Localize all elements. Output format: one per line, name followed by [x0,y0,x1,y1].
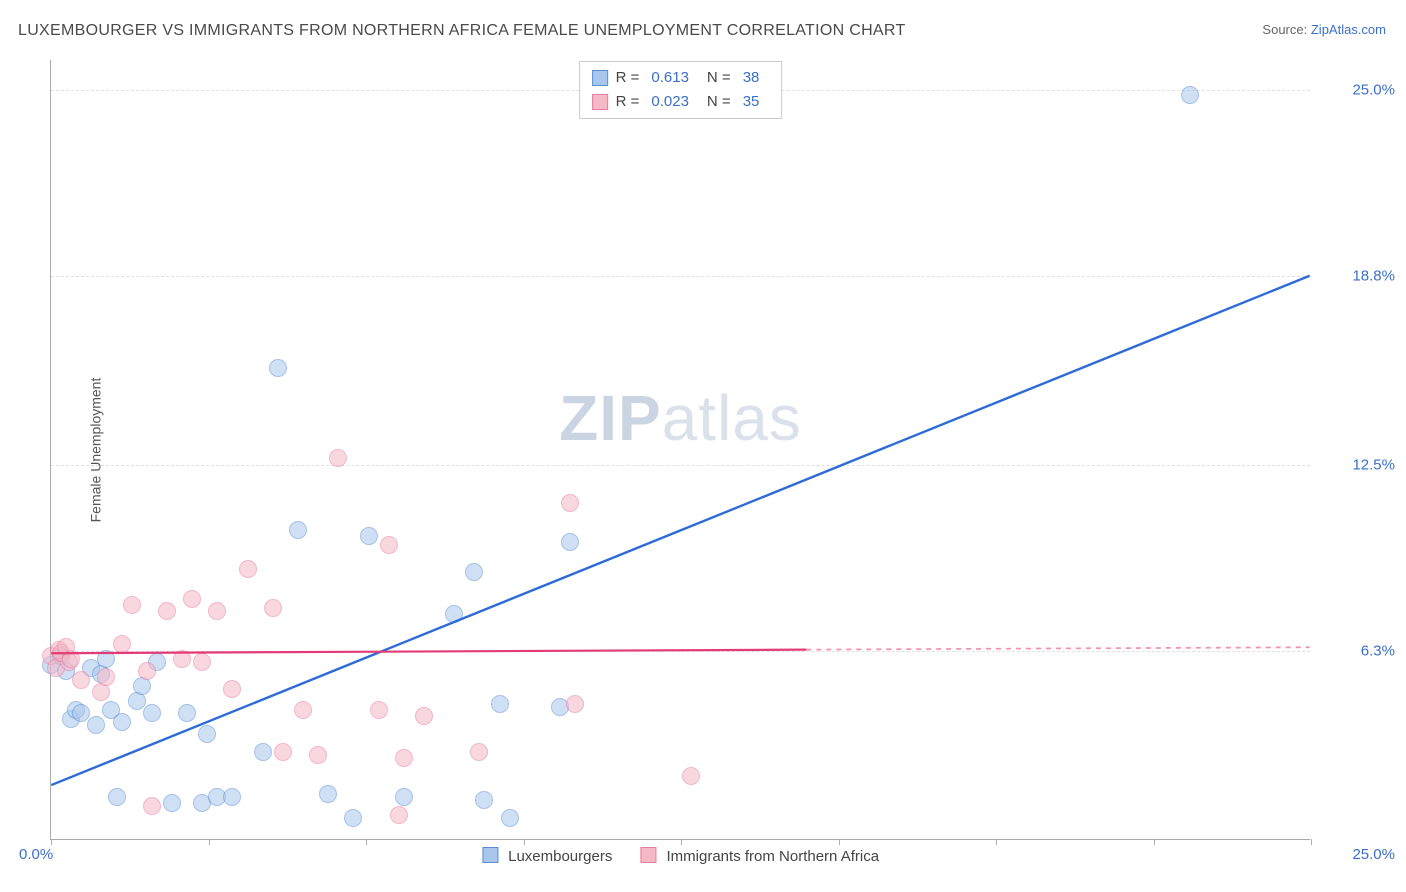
legend-r-label: R = [616,90,640,114]
legend-r-label: R = [616,66,640,90]
x-tick [996,839,997,845]
legend-swatch-series2 [640,847,656,863]
scatter-chart: Female Unemployment 0.0% 25.0% ZIPatlas … [50,60,1310,840]
legend-swatch-series1 [592,70,608,86]
legend-label-series2: Immigrants from Northern Africa [667,848,880,865]
x-tick [51,839,52,845]
y-tick-label: 6.3% [1361,643,1395,660]
trend-line-solid [51,276,1309,785]
x-axis-max-label: 25.0% [1352,846,1395,863]
y-tick-label: 18.8% [1352,268,1395,285]
trend-lines-layer [51,60,1310,839]
trend-line-solid [51,650,806,654]
chart-title: LUXEMBOURGER VS IMMIGRANTS FROM NORTHERN… [18,22,906,40]
legend-swatch-series1 [482,847,498,863]
source-attribution: Source: ZipAtlas.com [1262,22,1386,37]
x-tick [839,839,840,845]
trend-line-dashed [806,647,1309,649]
legend-n-value-series1: 38 [743,66,760,90]
x-tick [681,839,682,845]
legend-series-box: Luxembourgers Immigrants from Northern A… [482,847,879,865]
x-tick [366,839,367,845]
legend-n-value-series2: 35 [743,90,760,114]
x-axis-origin-label: 0.0% [19,846,53,863]
legend-row-series2: R = 0.023 N = 35 [592,90,770,114]
y-tick-label: 25.0% [1352,82,1395,99]
x-tick [1311,839,1312,845]
x-tick [209,839,210,845]
x-tick [1154,839,1155,845]
legend-label-series1: Luxembourgers [508,848,612,865]
source-link[interactable]: ZipAtlas.com [1311,22,1386,37]
legend-row-series1: R = 0.613 N = 38 [592,66,770,90]
legend-r-value-series2: 0.023 [651,90,689,114]
y-tick-label: 12.5% [1352,457,1395,474]
legend-item-series1: Luxembourgers [482,847,612,865]
legend-r-value-series1: 0.613 [651,66,689,90]
legend-n-label: N = [707,66,731,90]
legend-item-series2: Immigrants from Northern Africa [640,847,879,865]
legend-n-label: N = [707,90,731,114]
source-label: Source: [1262,22,1307,37]
legend-correlation-box: R = 0.613 N = 38 R = 0.023 N = 35 [579,61,783,119]
x-tick [524,839,525,845]
legend-swatch-series2 [592,94,608,110]
